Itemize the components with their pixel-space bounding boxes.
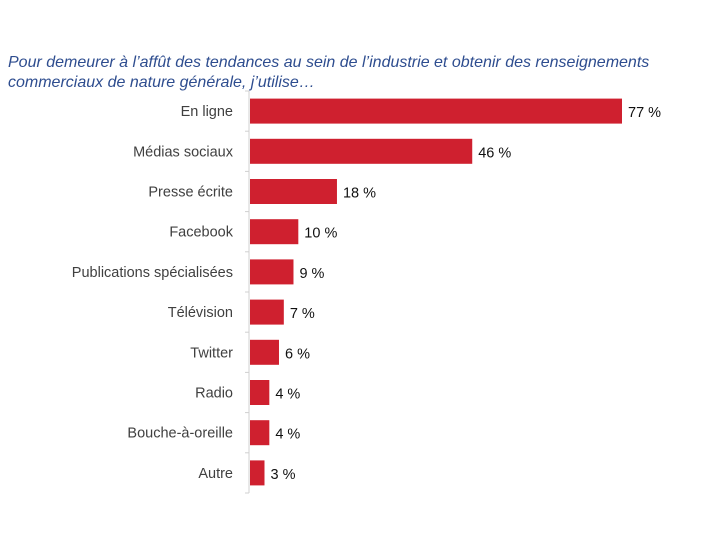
category-label: Bouche-à-oreille <box>127 426 233 442</box>
category-label: Publications spécialisées <box>72 265 233 281</box>
value-label: 6 % <box>285 346 310 362</box>
bar <box>250 460 265 486</box>
category-label: Autre <box>198 466 233 482</box>
value-label: 7 % <box>290 306 315 322</box>
category-label: Facebook <box>169 225 233 241</box>
bar <box>250 380 270 405</box>
bar <box>250 219 299 245</box>
category-label: Presse écrite <box>148 185 233 201</box>
value-label: 9 % <box>299 266 324 282</box>
bar <box>250 179 337 204</box>
bar <box>250 299 284 325</box>
category-label: Twitter <box>190 345 233 361</box>
value-label: 4 % <box>275 387 300 403</box>
bar <box>250 259 294 285</box>
bar <box>250 339 279 365</box>
category-label: En ligne <box>181 104 233 120</box>
value-label: 3 % <box>270 467 295 483</box>
value-label: 77 % <box>628 105 661 121</box>
bar <box>250 138 473 164</box>
chart-title: Pour demeurer à l’affût des tendances au… <box>8 54 650 91</box>
category-label: Télévision <box>168 305 233 321</box>
value-label: 10 % <box>304 226 337 242</box>
category-label: Médias sociaux <box>133 144 234 160</box>
value-label: 18 % <box>343 186 376 202</box>
value-label: 4 % <box>275 427 300 443</box>
bar <box>250 98 622 124</box>
value-label: 46 % <box>478 145 511 161</box>
category-label: Radio <box>195 386 233 402</box>
bar <box>250 420 270 446</box>
